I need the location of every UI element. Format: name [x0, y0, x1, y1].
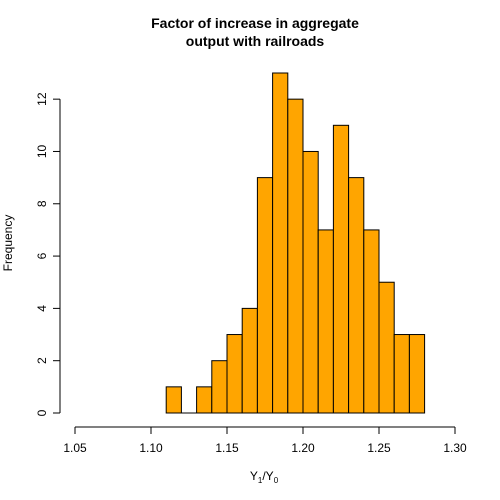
histogram-bar-10 — [317, 229, 334, 414]
x-tick-label-2: 1.15 — [215, 441, 239, 455]
y-tick-label-4: 8 — [35, 200, 49, 207]
histogram-bar-13 — [363, 229, 380, 414]
chart-title-line-2: output with railroads — [186, 33, 325, 49]
histogram-bar-3 — [211, 360, 228, 414]
histogram-bar-0 — [165, 386, 182, 414]
histogram-bar-11 — [332, 124, 350, 414]
y-tick-label-1: 2 — [35, 357, 49, 364]
x-tick-label-0: 1.05 — [63, 441, 87, 455]
chart-title-line-1: Factor of increase in aggregate — [151, 15, 359, 31]
histogram-bar-6 — [256, 177, 274, 414]
histogram-bar-14 — [378, 281, 395, 414]
y-tick-label-3: 6 — [35, 252, 49, 259]
histogram-bar-16 — [408, 334, 426, 414]
histogram-bar-15 — [393, 334, 410, 414]
x-tick-label-3: 1.20 — [291, 441, 315, 455]
histogram-bar-4 — [226, 334, 243, 414]
histogram-bars — [165, 72, 426, 414]
x-tick-label-1: 1.10 — [139, 441, 163, 455]
histogram-bar-9 — [302, 150, 319, 414]
histogram-bar-7 — [272, 72, 289, 414]
x-axis-title-base-2: Y — [266, 469, 274, 483]
histogram-bar-12 — [348, 177, 365, 414]
x-axis-title-sub-2: 0 — [274, 476, 279, 485]
y-tick-label-2: 4 — [35, 305, 49, 312]
x-axis-title-sub-1: 1 — [258, 476, 263, 485]
histogram-bar-5 — [241, 307, 258, 414]
x-axis-title: Y1/Y0 — [250, 469, 279, 485]
histogram-bar-2 — [196, 386, 213, 414]
x-axis-title-sep: / — [262, 469, 266, 483]
y-tick-label-5: 10 — [35, 144, 49, 158]
x-tick-label-4: 1.25 — [367, 441, 391, 455]
x-axis-title-base-1: Y — [250, 469, 258, 483]
x-axis: 1.05 1.10 1.15 1.20 1.25 1.30 — [63, 426, 467, 455]
y-axis: 0 2 4 6 8 10 12 — [35, 92, 61, 416]
histogram-bar-8 — [287, 98, 304, 414]
y-axis-title: Frequency — [1, 215, 15, 272]
y-tick-label-6: 12 — [35, 92, 49, 106]
y-tick-label-0: 0 — [35, 409, 49, 416]
x-tick-label-5: 1.30 — [443, 441, 467, 455]
